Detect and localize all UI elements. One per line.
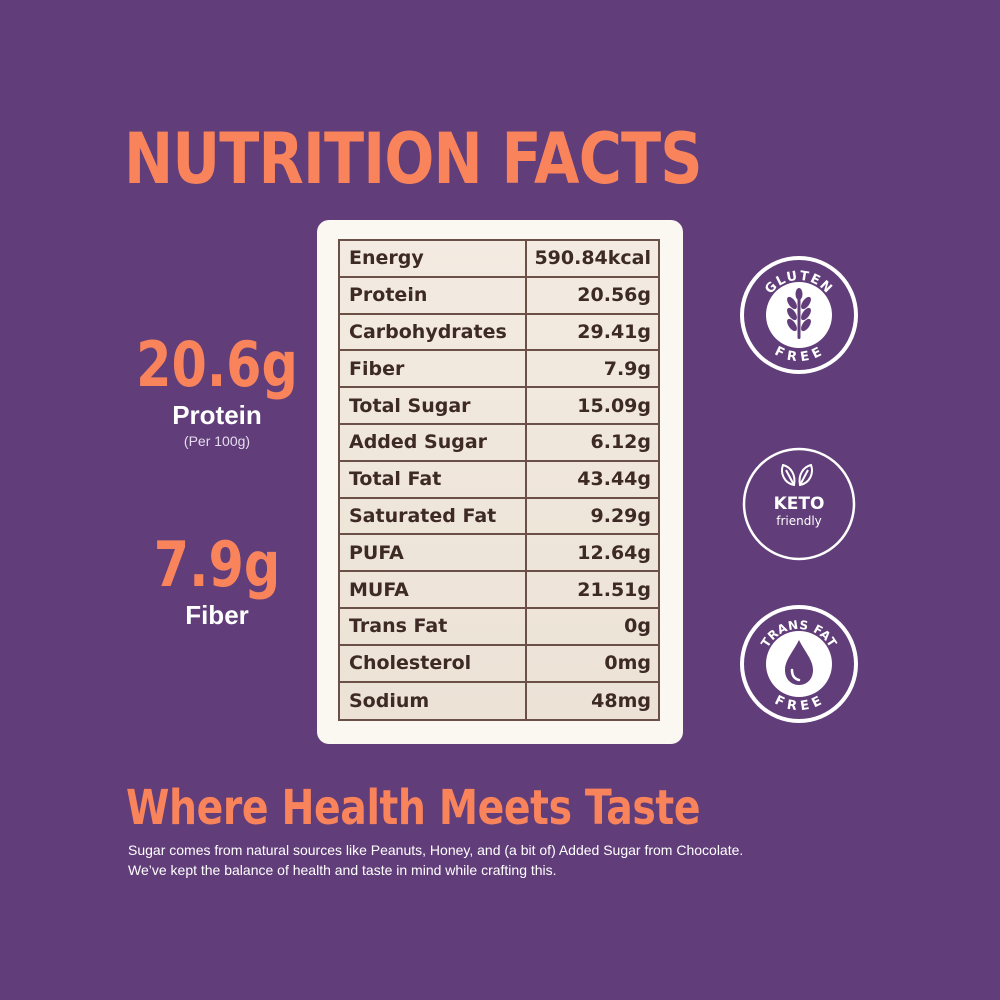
wheat-icon	[787, 288, 811, 339]
nutrient-name: Fiber	[340, 351, 527, 387]
table-row: Trans Fat 0g	[340, 608, 658, 646]
table-row: Added Sugar 6.12g	[340, 424, 658, 462]
nutrient-value: 20.56g	[577, 284, 651, 307]
nutrient-value: 29.41g	[577, 320, 651, 343]
gluten-free-badge: GLUTEN FREE	[740, 256, 858, 374]
nutrition-card: Energy 590.84kcal Protein 20.56g Carbohydr…	[317, 220, 683, 744]
table-row: MUFA 21.51g	[340, 572, 658, 609]
table-row: Protein 20.56g	[340, 277, 658, 315]
fiber-highlight-value: 7.9g	[153, 528, 281, 601]
drop-icon	[785, 640, 813, 685]
table-row: Saturated Fat 9.29g	[340, 498, 658, 536]
table-row: Fiber 7.9g	[340, 351, 658, 389]
keto-badge-sub-text: friendly	[776, 514, 822, 528]
nutrient-name: Saturated Fat	[340, 498, 527, 534]
nutrient-value: 15.09g	[577, 394, 651, 417]
nutrient-name: Added Sugar	[340, 424, 527, 460]
protein-highlight-value: 20.6g	[136, 328, 298, 401]
nutrient-value: 590.84kcal	[534, 247, 651, 270]
nutrient-name: Carbohydrates	[340, 314, 527, 350]
nutrient-value: 12.64g	[577, 541, 651, 564]
protein-highlight: 20.6g Protein (Per 100g)	[107, 328, 327, 450]
nutrient-name: MUFA	[340, 572, 527, 607]
nutrient-name: Trans Fat	[340, 608, 527, 644]
nutrient-name: Sodium	[340, 682, 527, 720]
page-title: NUTRITION FACTS	[124, 118, 703, 200]
nutrient-value: 48mg	[591, 689, 651, 712]
leaf-icon	[781, 463, 813, 487]
fiber-highlight: 7.9g Fiber	[107, 534, 327, 631]
nutrition-table: Energy 590.84kcal Protein 20.56g Carbohydr…	[338, 239, 660, 722]
table-row: Total Sugar 15.09g	[340, 388, 658, 425]
nutrient-name: Total Fat	[340, 461, 527, 497]
trans-fat-free-badge: TRANS FAT FREE	[740, 605, 858, 723]
nutrient-value: 9.29g	[590, 504, 651, 527]
description-line: Sugar comes from natural sources like Pe…	[128, 842, 744, 858]
nutrient-value: 21.51g	[577, 578, 651, 601]
nutrient-name: Total Sugar	[340, 388, 527, 423]
nutrient-value: 0g	[624, 615, 651, 638]
nutrient-name: PUFA	[340, 535, 527, 571]
nutrient-name: Protein	[340, 277, 527, 313]
nutrient-value: 7.9g	[603, 357, 651, 380]
table-row: Total Fat 43.44g	[340, 461, 658, 499]
nutrient-value: 0mg	[604, 652, 651, 675]
nutrient-name: Cholesterol	[340, 645, 527, 681]
table-row: PUFA 12.64g	[340, 535, 658, 573]
nutrient-value: 43.44g	[577, 468, 651, 491]
protein-highlight-subtext: (Per 100g)	[183, 433, 251, 449]
nutrient-name: Energy	[340, 241, 527, 276]
protein-highlight-label: Protein	[172, 400, 262, 430]
nutrient-value: 6.12g	[590, 431, 651, 454]
keto-badge-main-text: KETO	[774, 494, 825, 514]
table-row: Sodium 48mg	[340, 682, 658, 720]
table-row: Carbohydrates 29.41g	[340, 314, 658, 352]
table-row: Energy 590.84kcal	[340, 241, 658, 278]
description-line: We’ve kept the balance of health and tas…	[128, 862, 557, 878]
tagline: Where Health Meets Taste	[126, 780, 701, 836]
keto-friendly-badge: KETO friendly	[742, 447, 856, 561]
table-row: Cholesterol 0mg	[340, 645, 658, 683]
fiber-highlight-label: Fiber	[185, 600, 249, 630]
description: Sugar comes from natural sources like Pe…	[128, 840, 743, 880]
